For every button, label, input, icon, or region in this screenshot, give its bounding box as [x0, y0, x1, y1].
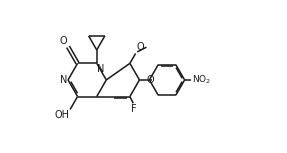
Text: O: O: [137, 42, 144, 52]
Text: O: O: [59, 36, 67, 46]
Text: O: O: [146, 75, 154, 85]
Text: N: N: [97, 64, 104, 74]
Text: OH: OH: [54, 110, 69, 120]
Text: N: N: [60, 75, 67, 85]
Text: F: F: [131, 104, 137, 114]
Text: NO$_2$: NO$_2$: [192, 74, 211, 86]
